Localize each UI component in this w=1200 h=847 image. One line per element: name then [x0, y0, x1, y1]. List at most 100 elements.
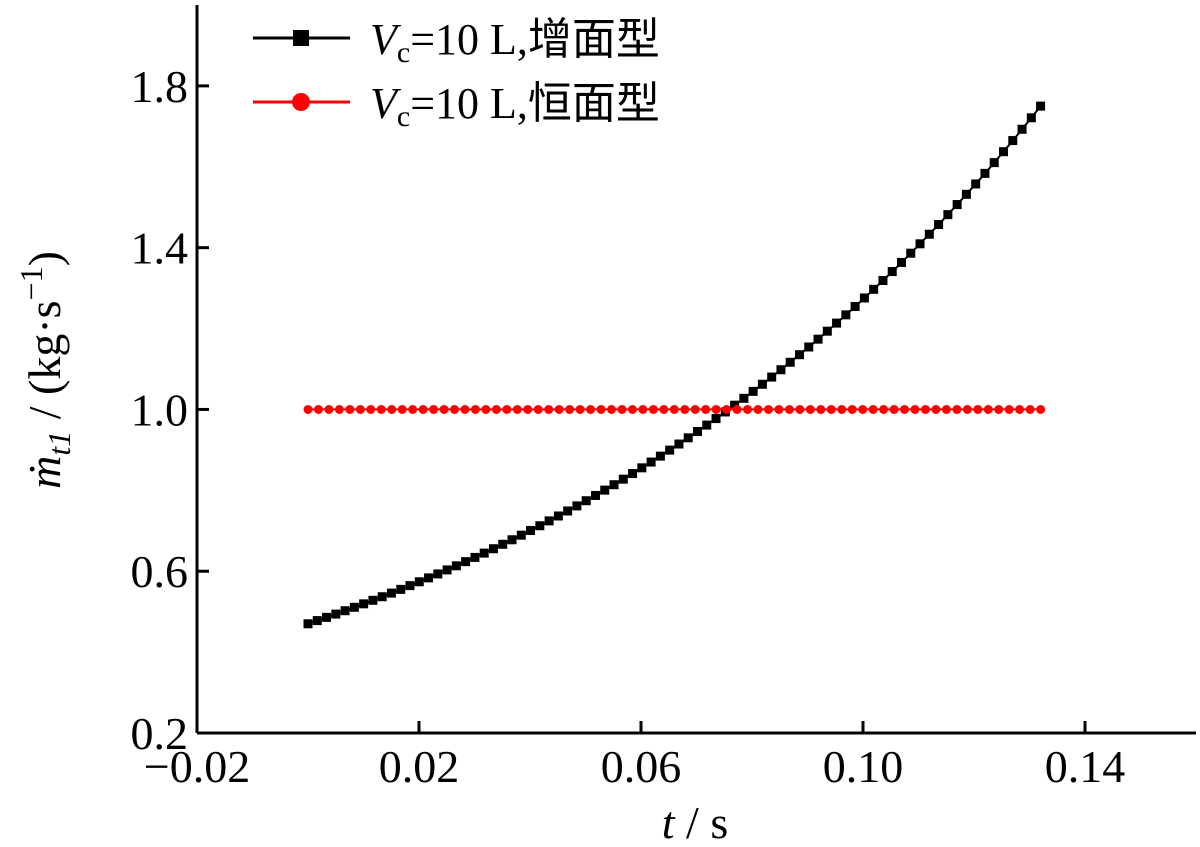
series-1-point-53 — [858, 404, 868, 414]
series-1-point-55 — [879, 404, 889, 414]
series-1-point-31 — [627, 404, 637, 414]
series-0-point-72 — [971, 179, 981, 189]
series-1-point-51 — [837, 404, 847, 414]
y-tick-label-4: 1.8 — [131, 61, 189, 112]
series-0-point-61 — [869, 284, 879, 294]
series-1-point-8 — [387, 404, 397, 414]
series-0-point-71 — [961, 189, 971, 199]
series-1-point-28 — [596, 404, 606, 414]
series-0-point-62 — [878, 276, 888, 286]
series-1-point-33 — [648, 404, 658, 414]
series-0-point-44 — [711, 414, 721, 424]
y-axis-unit: (kg·s — [19, 300, 70, 395]
series-0-point-57 — [832, 318, 842, 328]
series-0-point-24 — [526, 525, 536, 535]
series-0-point-47 — [739, 393, 749, 403]
series-1-point-52 — [847, 404, 857, 414]
series-1-point-13 — [439, 404, 449, 414]
series-0-point-17 — [461, 557, 471, 567]
series-1-point-24 — [554, 404, 564, 414]
series-0-point-74 — [989, 158, 999, 168]
series-1-point-63 — [962, 404, 972, 414]
series-1-point-22 — [533, 404, 543, 414]
series-0-point-7 — [368, 595, 378, 605]
x-ticks: −0.02 0.02 0.06 0.10 0.14 — [144, 721, 1125, 792]
series-1-point-21 — [523, 404, 533, 414]
y-axis-unit-close: ) — [19, 251, 70, 266]
series-0-point-25 — [535, 521, 545, 531]
series-1-point-10 — [408, 404, 418, 414]
series-1-point-66 — [994, 404, 1004, 414]
series-0-point-51 — [776, 365, 786, 375]
series-1-point-42 — [743, 404, 753, 414]
series-1-point-9 — [397, 404, 407, 414]
series-0-point-48 — [748, 386, 758, 396]
series-0-point-67 — [924, 229, 934, 239]
series-1-point-6 — [366, 404, 376, 414]
series-0-point-58 — [841, 310, 851, 320]
series-0-point-5 — [349, 602, 359, 612]
series-0-point-12 — [414, 577, 424, 587]
legend-entry-0: Vc=10 L,增面型 — [253, 15, 660, 69]
series-1-point-69 — [1025, 404, 1035, 414]
x-tick-label-3: 0.10 — [823, 741, 904, 792]
series-1-point-5 — [355, 404, 365, 414]
series-1-point-43 — [753, 404, 763, 414]
series-0-point-16 — [451, 561, 461, 571]
series-0-point-59 — [850, 301, 860, 311]
series-1-point-45 — [774, 404, 784, 414]
series-layer — [303, 101, 1046, 629]
series-1-point-34 — [659, 404, 669, 414]
series-0-point-21 — [498, 539, 508, 549]
series-1-point-16 — [470, 404, 480, 414]
series-1-point-67 — [1004, 404, 1014, 414]
series-1-point-17 — [481, 404, 491, 414]
series-0-point-78 — [1026, 113, 1036, 123]
x-axis-symbol: t — [662, 797, 676, 847]
series-0-point-75 — [999, 147, 1009, 157]
series-0-point-34 — [618, 474, 628, 484]
legend: Vc=10 L,增面型 Vc=10 L,恒面型 — [253, 15, 660, 133]
x-tick-label-1: 0.02 — [379, 741, 460, 792]
series-1-point-50 — [826, 404, 836, 414]
series-0-point-79 — [1036, 101, 1046, 111]
series-1-point-2 — [324, 404, 334, 414]
series-0-point-8 — [377, 592, 387, 602]
x-axis-unit: s — [710, 797, 728, 847]
series-0-point-35 — [628, 469, 638, 479]
series-0-point-73 — [980, 168, 990, 178]
series-1-point-11 — [418, 404, 428, 414]
series-1-point-15 — [460, 404, 470, 414]
series-1-point-23 — [544, 404, 554, 414]
series-0-point-33 — [609, 480, 619, 490]
series-1-point-59 — [920, 404, 930, 414]
series-1-point-40 — [722, 404, 732, 414]
x-axis-title: t / s — [662, 797, 728, 847]
legend-label-0: Vc=10 L,增面型 — [370, 15, 660, 69]
series-1-point-64 — [973, 404, 983, 414]
series-0-point-77 — [1017, 124, 1027, 134]
series-0-point-36 — [637, 463, 647, 473]
series-1-point-57 — [900, 404, 910, 414]
series-1-point-0 — [303, 404, 313, 414]
series-0-point-11 — [405, 581, 415, 591]
series-0-point-69 — [943, 210, 953, 220]
series-0-point-20 — [488, 544, 498, 554]
series-1-point-4 — [345, 404, 355, 414]
series-1-point-56 — [889, 404, 899, 414]
series-0-point-41 — [683, 433, 693, 443]
series-0-point-2 — [322, 612, 332, 622]
series-0-point-39 — [665, 445, 675, 455]
series-1-point-30 — [617, 404, 627, 414]
series-1-point-58 — [910, 404, 920, 414]
x-tick-label-2: 0.06 — [601, 741, 682, 792]
series-1-point-46 — [784, 404, 794, 414]
series-0-point-0 — [303, 619, 313, 629]
series-0-point-22 — [507, 535, 517, 545]
series-1-point-7 — [376, 404, 386, 414]
series-1-point-61 — [941, 404, 951, 414]
series-1-point-60 — [931, 404, 941, 414]
series-1-point-39 — [711, 404, 721, 414]
series-0-point-43 — [702, 420, 712, 430]
x-tick-label-0: −0.02 — [144, 741, 250, 792]
